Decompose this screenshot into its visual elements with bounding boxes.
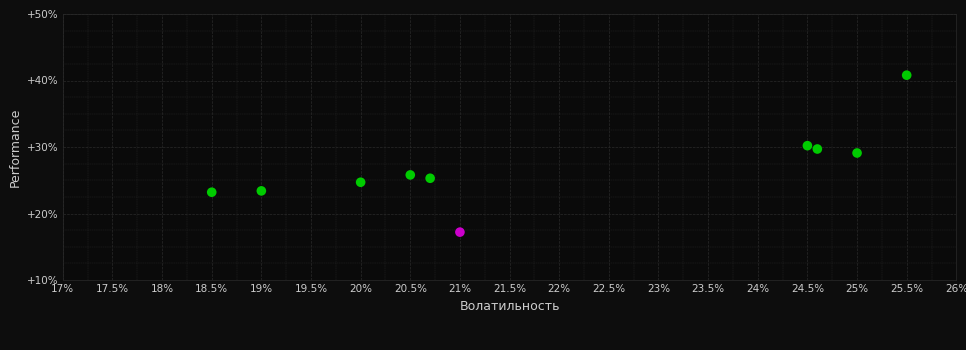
Point	[800, 143, 815, 148]
Point	[899, 72, 915, 78]
Point	[403, 172, 418, 178]
X-axis label: Волатильность: Волатильность	[459, 300, 560, 313]
Point	[204, 189, 219, 195]
Point	[254, 188, 270, 194]
Point	[452, 229, 468, 235]
Point	[849, 150, 865, 156]
Y-axis label: Performance: Performance	[9, 107, 21, 187]
Point	[422, 175, 438, 181]
Point	[810, 146, 825, 152]
Point	[353, 180, 368, 185]
